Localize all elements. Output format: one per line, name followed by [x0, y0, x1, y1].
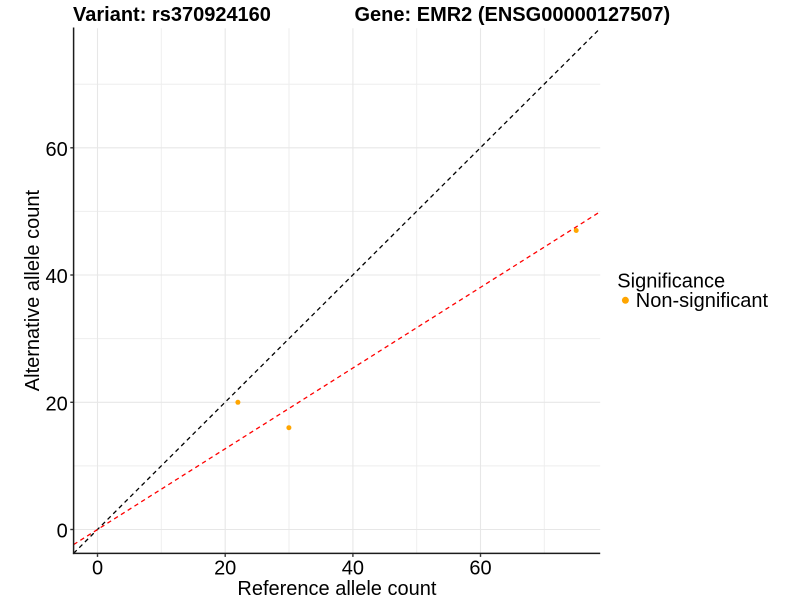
svg-text:Reference allele count: Reference allele count — [237, 578, 436, 600]
svg-text:40: 40 — [46, 266, 68, 288]
svg-text:60: 60 — [46, 139, 68, 161]
svg-text:20: 20 — [214, 557, 236, 579]
svg-text:Alternative allele count: Alternative allele count — [22, 190, 44, 392]
svg-text:Gene: EMR2 (ENSG00000127507): Gene: EMR2 (ENSG00000127507) — [355, 4, 671, 26]
svg-text:Non-significant: Non-significant — [636, 290, 769, 312]
svg-text:60: 60 — [469, 557, 491, 579]
svg-text:Variant: rs370924160: Variant: rs370924160 — [73, 4, 271, 26]
svg-text:40: 40 — [342, 557, 364, 579]
svg-text:0: 0 — [57, 521, 68, 543]
svg-text:0: 0 — [92, 557, 103, 579]
svg-text:20: 20 — [46, 393, 68, 415]
svg-text:Significance: Significance — [617, 270, 725, 292]
